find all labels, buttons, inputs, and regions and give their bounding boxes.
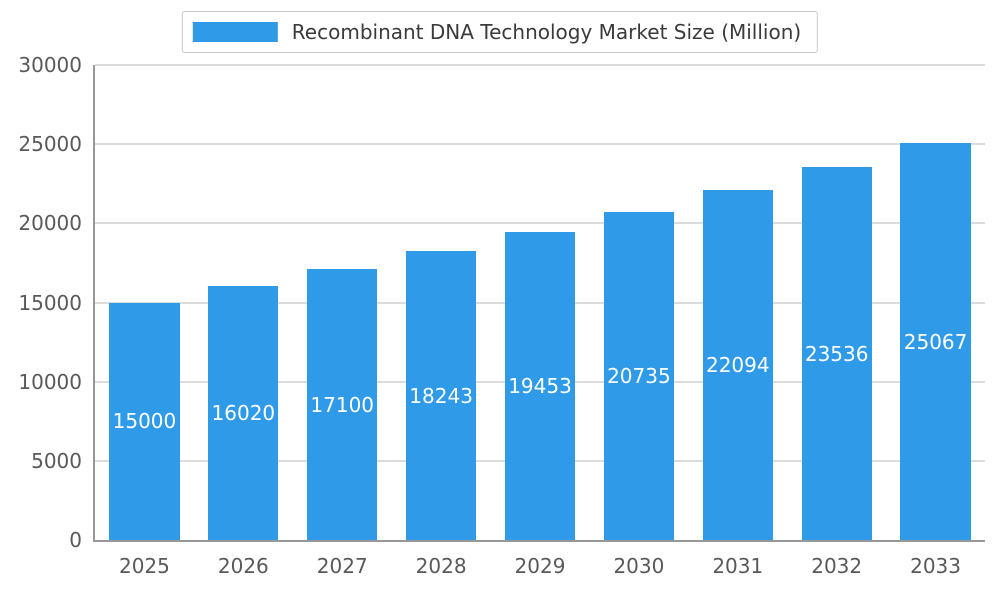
plot-area: 0 5000 10000 15000 20000 25000 30000 15000 1602…	[18, 55, 985, 578]
bar-2027: 17100	[307, 269, 378, 540]
y-tick-label: 10000	[18, 369, 82, 394]
bar-slot: 22094	[688, 65, 787, 540]
y-tick-label: 5000	[31, 448, 82, 473]
x-tick-label: 2033	[910, 554, 962, 578]
x-tick-label: 2025	[118, 554, 170, 578]
bar-2025: 15000	[109, 302, 180, 540]
y-tick-label: 20000	[18, 211, 82, 236]
bar-value-label: 23536	[804, 341, 869, 366]
x-axis-line	[93, 540, 985, 542]
gridline	[95, 143, 985, 146]
bar-slot: 17100	[293, 65, 392, 540]
x-tick-label: 2029	[514, 554, 566, 578]
bar-value-label: 25067	[903, 329, 968, 354]
x-tick-labels: 2025 2026 2027 2028 2029 2030 2031 2032 2033	[95, 554, 985, 578]
x-tick-label: 2031	[712, 554, 764, 578]
y-tick-label: 30000	[18, 53, 82, 77]
bar-value-label: 16020	[211, 401, 276, 426]
chart-title: Recombinant DNA Technology Market Size (…	[291, 20, 802, 44]
gridline	[95, 64, 985, 66]
bar-value-label: 22094	[705, 353, 770, 378]
bar-2030: 20735	[603, 211, 674, 540]
x-tick-label: 2030	[613, 554, 665, 578]
y-tick-label: 25000	[18, 132, 82, 157]
bar-value-label: 15000	[112, 409, 177, 434]
bar-value-label: 20735	[607, 363, 671, 388]
bar-value-label: 18243	[409, 383, 473, 408]
bar-slot: 16020	[194, 65, 293, 540]
bar-value-label: 19453	[508, 374, 572, 398]
bar-value-label: 17100	[310, 392, 375, 417]
bar-slot: 23536	[787, 65, 886, 540]
legend-swatch	[192, 22, 278, 42]
bar-2029: 19453	[504, 232, 576, 540]
bar-2033: 25067	[900, 143, 971, 540]
bar-2026: 16020	[208, 286, 279, 540]
x-tick-label: 2032	[811, 554, 863, 578]
bar-slot: 20735	[589, 65, 688, 540]
bar-slot: 15000	[95, 65, 194, 540]
bar-2031: 22094	[702, 190, 773, 540]
gridline	[95, 222, 985, 225]
y-axis-line	[93, 65, 95, 542]
chart-legend: Recombinant DNA Technology Market Size (…	[181, 11, 819, 53]
bar-2032: 23536	[801, 167, 872, 540]
bar-2028: 18243	[406, 251, 477, 540]
x-tick-label: 2027	[316, 554, 368, 578]
bar-slot: 19453	[491, 65, 590, 540]
x-tick-label: 2026	[217, 554, 269, 578]
x-tick-label: 2028	[415, 554, 467, 578]
bars: 15000 16020 17100 18243 19453 20735 22094 23536…	[95, 65, 985, 540]
bar-slot: 25067	[886, 65, 985, 540]
bar-slot: 18243	[392, 65, 491, 540]
y-tick-label: 0	[69, 528, 82, 552]
y-tick-label: 15000	[18, 290, 82, 315]
